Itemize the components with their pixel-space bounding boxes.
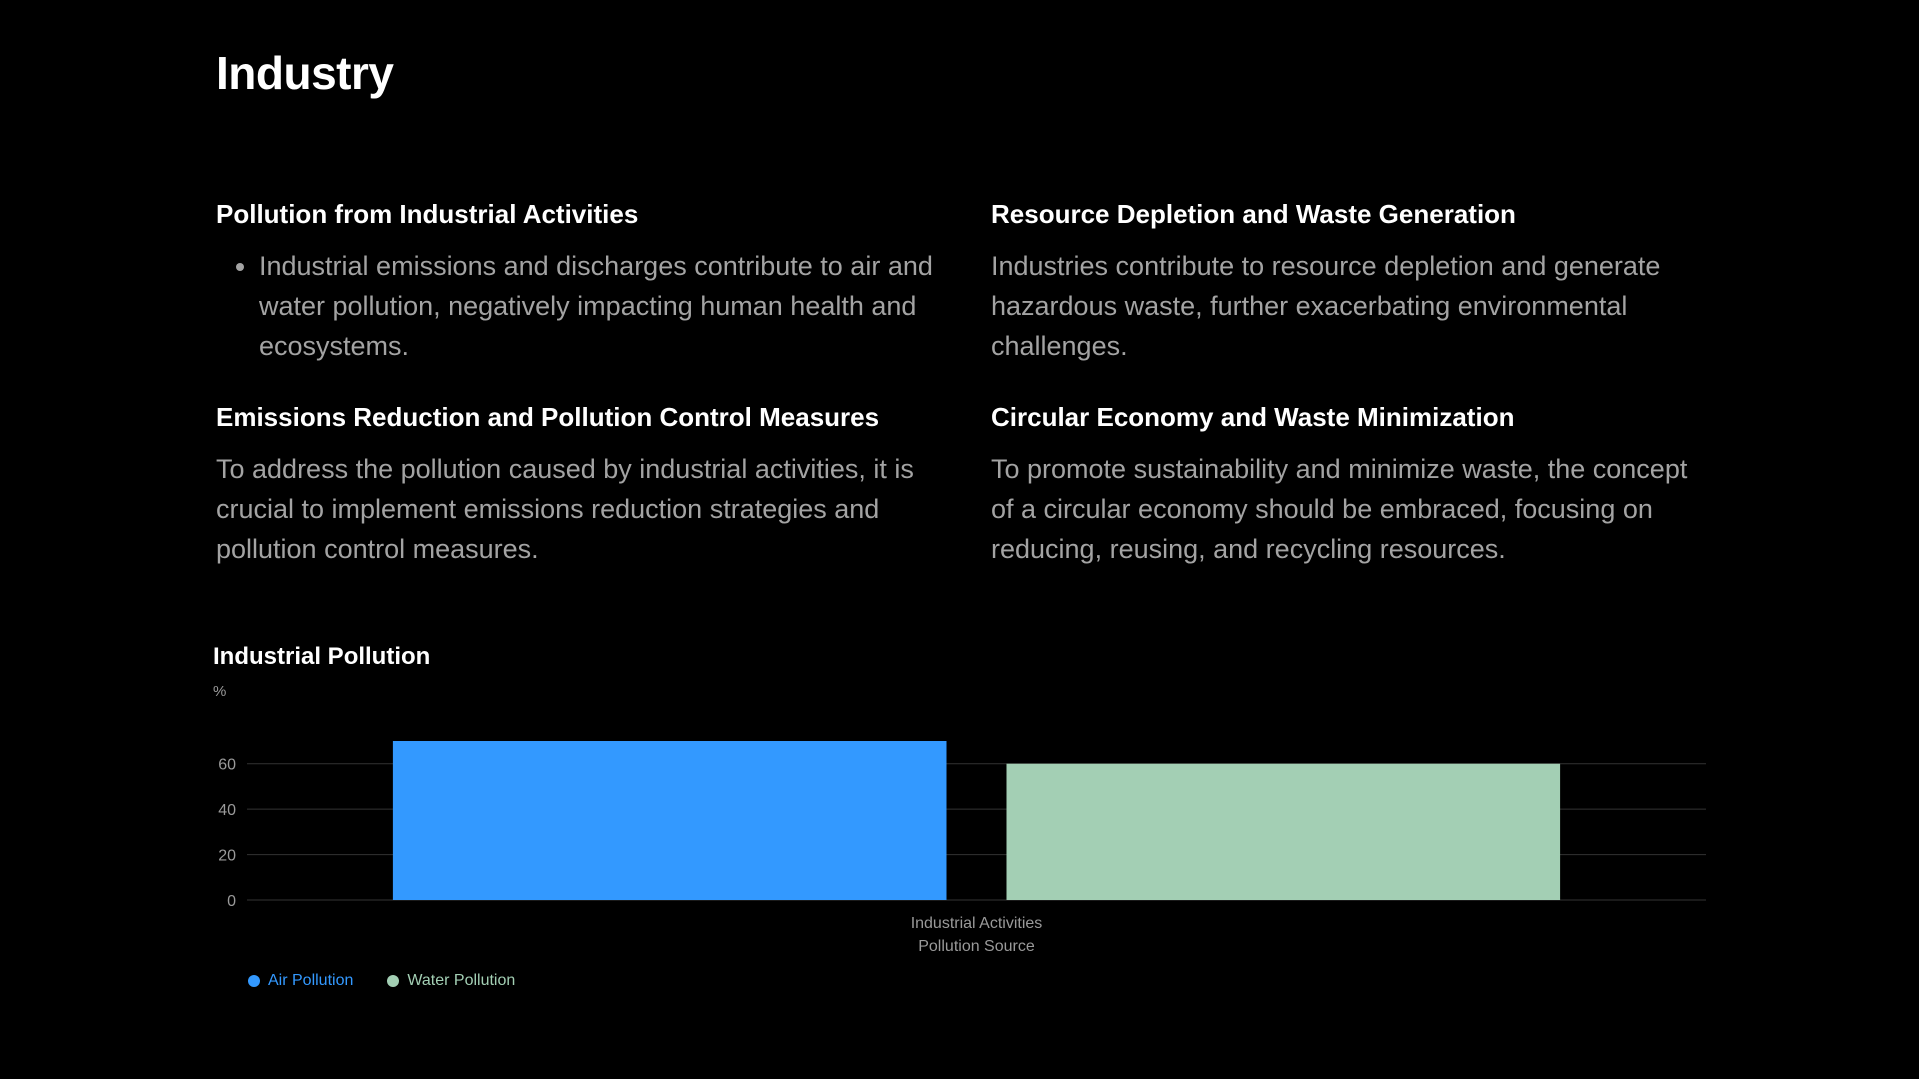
x-axis-label: Pollution Source: [918, 938, 1035, 955]
section-circular-economy: Circular Economy and Waste Minimization …: [991, 402, 1711, 569]
section-heading: Emissions Reduction and Pollution Contro…: [216, 402, 880, 432]
legend-dot-icon: [387, 975, 400, 987]
section-resource-depletion: Resource Depletion and Waste Generation …: [991, 199, 1711, 366]
y-axis-label: %: [213, 683, 226, 700]
bar-water-pollution: [1006, 763, 1561, 900]
legend-item[interactable]: Air Pollution: [248, 972, 353, 990]
y-tick-label: 40: [218, 802, 236, 819]
section-heading: Pollution from Industrial Activities: [216, 199, 639, 229]
bullet-item: Industrial emissions and discharges cont…: [259, 246, 936, 366]
legend-label: Water Pollution: [407, 972, 516, 989]
y-tick-label: 60: [218, 757, 236, 774]
legend-label: Air Pollution: [268, 972, 354, 989]
y-tick-label: 0: [227, 893, 236, 910]
bar-air-pollution: [392, 741, 947, 900]
legend-item[interactable]: Water Pollution: [387, 972, 515, 990]
legend-dot-icon: [248, 975, 260, 987]
section-emissions-reduction: Emissions Reduction and Pollution Contro…: [216, 402, 936, 569]
section-heading: Resource Depletion and Waste Generation: [991, 199, 1516, 229]
chart-legend: Air Pollution Water Pollution: [248, 972, 515, 990]
section-body: Industries contribute to resource deplet…: [991, 251, 1661, 362]
section-industrial-pollution: Pollution from Industrial Activities Ind…: [216, 199, 936, 366]
section-body: To address the pollution caused by indus…: [216, 454, 914, 565]
x-tick-label: Industrial Activities: [911, 915, 1043, 932]
section-heading: Circular Economy and Waste Minimization: [991, 402, 1515, 432]
y-tick-label: 20: [218, 848, 236, 865]
page-title: Industry: [216, 47, 394, 99]
chart-title: Industrial Pollution: [213, 643, 431, 670]
section-body: To promote sustainability and minimize w…: [991, 454, 1688, 565]
bullet-list: Industrial emissions and discharges cont…: [216, 246, 936, 366]
